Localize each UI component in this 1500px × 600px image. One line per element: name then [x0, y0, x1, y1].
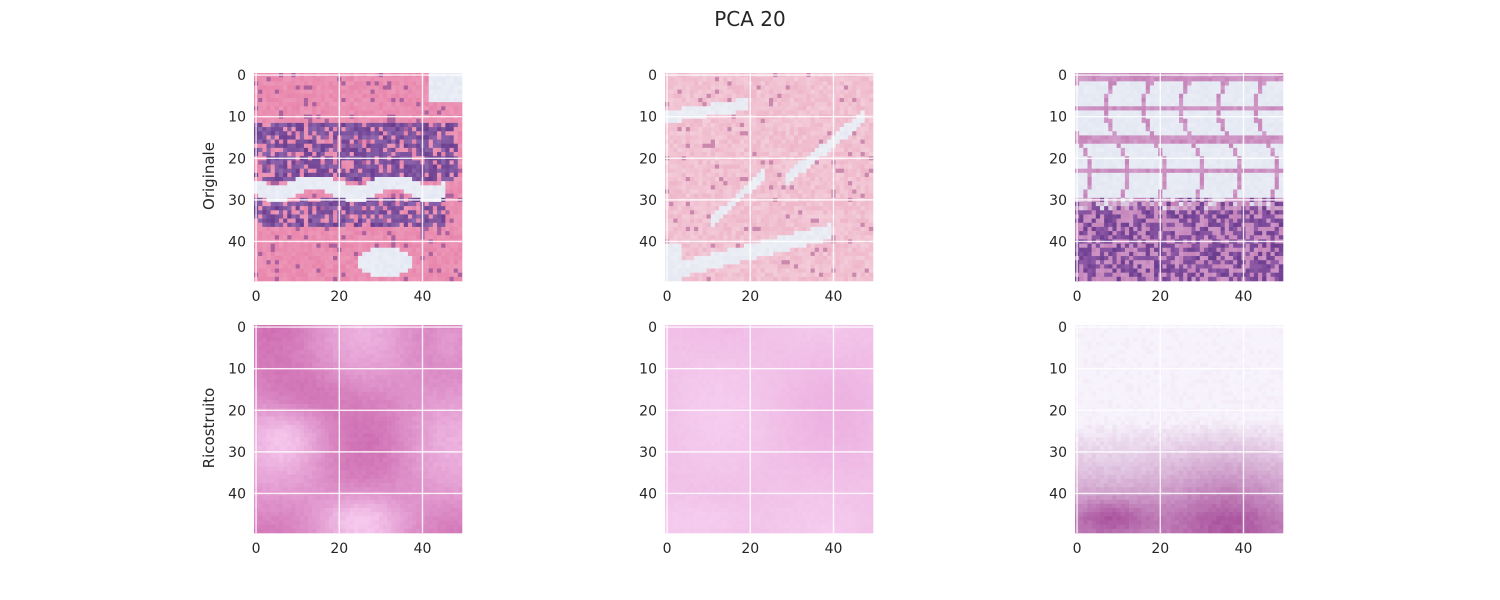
y-tick-label: 20: [639, 151, 657, 167]
x-tick-label: 20: [330, 541, 348, 557]
y-tick-label: 40: [228, 486, 246, 502]
heatmap-svg: 0 20 40 0 10 20 30 40: [1049, 68, 1284, 305]
panel-original-3: 0 20 40 0 10 20 30 40: [1033, 61, 1287, 311]
x-tick-label: 20: [741, 289, 759, 305]
x-tick-label: 0: [663, 289, 672, 305]
heatmap-image: [1075, 73, 1284, 282]
y-tick-label: 0: [648, 68, 657, 84]
heatmap-svg: 0 20 40 0 10 20 30 40: [228, 320, 463, 557]
y-tick-label: 20: [1049, 151, 1067, 167]
x-tick-label: 0: [1073, 541, 1082, 557]
panel-original-2: 0 20 40 0 10 20 30 40: [623, 61, 877, 311]
x-tick-label: 20: [741, 541, 759, 557]
x-tick-label: 0: [252, 289, 261, 305]
heatmap-image: [254, 73, 463, 282]
y-tick-label: 10: [639, 362, 657, 378]
panel-reconstructed-2: 0 20 40 0 10 20 30 40: [623, 313, 877, 563]
y-tick-label: 30: [639, 445, 657, 461]
x-tick-label: 20: [330, 289, 348, 305]
x-tick-label: 40: [414, 541, 432, 557]
y-tick-label: 40: [1049, 234, 1067, 250]
y-tick-label: 20: [228, 403, 246, 419]
x-tick-label: 40: [1235, 541, 1253, 557]
y-tick-label: 0: [237, 320, 246, 336]
y-tick-label: 40: [639, 234, 657, 250]
y-tick-label: 10: [1049, 110, 1067, 126]
panel-reconstructed-3: 0 20 40 0 10 20 30 40: [1033, 313, 1287, 563]
heatmap-svg: 0 20 40 0 10 20 30 40: [1049, 320, 1284, 557]
x-tick-label: 20: [1151, 289, 1169, 305]
y-tick-label: 40: [1049, 486, 1067, 502]
x-tick-label: 20: [1151, 541, 1169, 557]
heatmap-image: [1075, 325, 1284, 534]
y-tick-label: 20: [228, 151, 246, 167]
heatmap-image: [254, 325, 463, 534]
heatmap-svg: 0 20 40 0 10 20 30 40: [639, 320, 874, 557]
x-tick-label: 40: [825, 289, 843, 305]
y-tick-label: 40: [228, 234, 246, 250]
panel-original-1: 0 20 40 0 10 20 30 40: [212, 61, 466, 311]
y-tick-label: 0: [1058, 320, 1067, 336]
heatmap-image: [665, 325, 874, 534]
y-tick-label: 10: [228, 362, 246, 378]
x-tick-label: 40: [825, 541, 843, 557]
panel-reconstructed-1: 0 20 40 0 10 20 30 40: [212, 313, 466, 563]
y-tick-label: 20: [1049, 403, 1067, 419]
heatmap-svg: 0 20 40 0 10 20 30 40: [639, 68, 874, 305]
y-tick-label: 40: [639, 486, 657, 502]
heatmap-image: [665, 73, 874, 282]
y-tick-label: 30: [228, 193, 246, 209]
y-tick-label: 0: [648, 320, 657, 336]
x-tick-label: 40: [414, 289, 432, 305]
figure-title: PCA 20: [714, 7, 786, 31]
y-tick-label: 10: [1049, 362, 1067, 378]
heatmap-svg: 0 20 40 0 10 20 30 40: [228, 68, 463, 305]
x-tick-label: 40: [1235, 289, 1253, 305]
y-tick-label: 30: [639, 193, 657, 209]
x-tick-label: 0: [1073, 289, 1082, 305]
y-tick-label: 10: [228, 110, 246, 126]
y-tick-label: 0: [237, 68, 246, 84]
x-tick-label: 0: [252, 541, 261, 557]
y-tick-label: 30: [1049, 193, 1067, 209]
x-tick-label: 0: [663, 541, 672, 557]
y-tick-label: 30: [228, 445, 246, 461]
y-tick-label: 10: [639, 110, 657, 126]
y-tick-label: 30: [1049, 445, 1067, 461]
y-tick-label: 20: [639, 403, 657, 419]
y-tick-label: 0: [1058, 68, 1067, 84]
